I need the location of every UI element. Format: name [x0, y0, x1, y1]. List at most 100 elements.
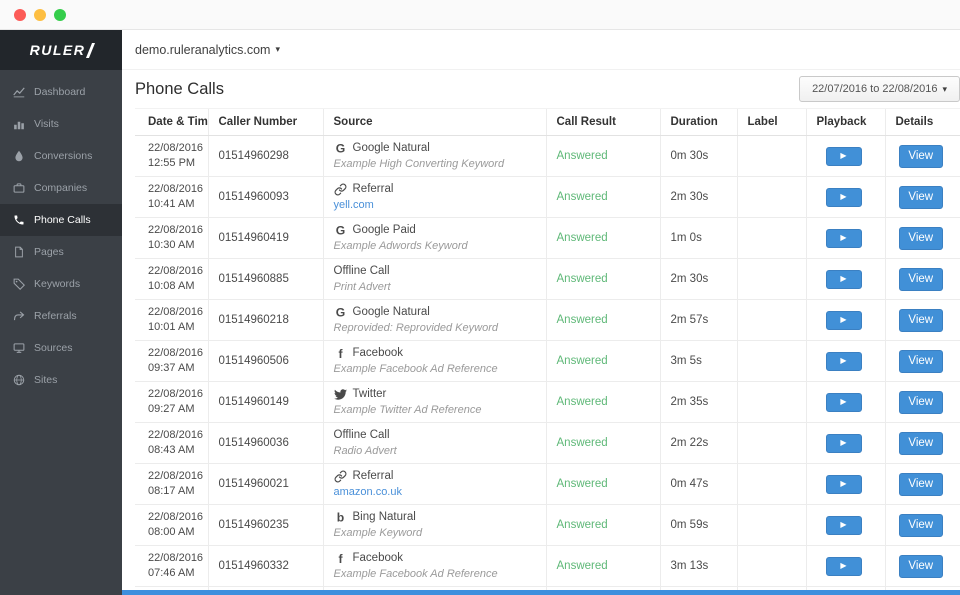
google-icon [334, 224, 347, 237]
date-range-picker[interactable]: 22/07/2016 to 22/08/2016 ▾ [799, 76, 960, 102]
call-date: 22/08/2016 [148, 387, 204, 402]
source-title: Bing Natural [334, 510, 542, 525]
play-button[interactable]: ▶ [826, 434, 862, 453]
play-button[interactable]: ▶ [826, 352, 862, 371]
sidebar-item-referrals[interactable]: Referrals [0, 300, 122, 332]
facebook-icon [334, 552, 347, 565]
source-cell: Referral amazon.co.uk [323, 464, 546, 505]
view-button[interactable]: View [899, 473, 943, 496]
play-button[interactable]: ▶ [826, 475, 862, 494]
caller-number-cell: 01514960149 [208, 382, 323, 423]
call-result-cell: Answered [546, 177, 660, 218]
source-name: Bing Natural [353, 510, 416, 525]
domain-selector[interactable]: demo.ruleranalytics.com ▾ [135, 43, 280, 57]
play-button[interactable]: ▶ [826, 229, 862, 248]
play-button[interactable]: ▶ [826, 270, 862, 289]
source-name: Google Paid [353, 223, 416, 238]
playback-cell: ▶ [806, 218, 885, 259]
call-result-cell: Answered [546, 423, 660, 464]
sidebar-item-companies[interactable]: Companies [0, 172, 122, 204]
source-name: Twitter [353, 387, 387, 402]
call-datetime-cell: 22/08/2016 10:41 AM [135, 177, 208, 218]
call-time: 09:37 AM [148, 361, 204, 376]
source-icon [334, 183, 347, 196]
duration-cell: 0m 30s [660, 136, 737, 177]
source-name: Referral [353, 182, 394, 197]
sidebar-item-sites[interactable]: Sites [0, 364, 122, 396]
source-icon [334, 224, 347, 237]
source-detail: Example Keyword [334, 527, 542, 540]
play-button[interactable]: ▶ [826, 147, 862, 166]
view-button[interactable]: View [899, 350, 943, 373]
close-button[interactable] [14, 9, 26, 21]
call-result-cell: Answered [546, 505, 660, 546]
source-title: Google Natural [334, 305, 542, 320]
source-detail-link[interactable]: yell.com [334, 199, 542, 212]
playback-cell: ▶ [806, 464, 885, 505]
view-button[interactable]: View [899, 555, 943, 578]
call-result-cell: Answered [546, 218, 660, 259]
view-button[interactable]: View [899, 432, 943, 455]
label-cell [737, 300, 806, 341]
column-header: Duration [660, 109, 737, 136]
sidebar-item-label: Sources [34, 342, 73, 354]
view-button[interactable]: View [899, 145, 943, 168]
view-button[interactable]: View [899, 268, 943, 291]
call-date: 22/08/2016 [148, 551, 204, 566]
call-time: 10:08 AM [148, 279, 204, 294]
playback-cell: ▶ [806, 546, 885, 587]
sidebar-item-phone-calls[interactable]: Phone Calls [0, 204, 122, 236]
table-row: 22/08/2016 08:17 AM 01514960021 Referral… [135, 464, 960, 505]
caret-down-icon: ▾ [942, 84, 947, 95]
call-date: 22/08/2016 [148, 510, 204, 525]
call-date: 22/08/2016 [148, 428, 204, 443]
sidebar-item-sources[interactable]: Sources [0, 332, 122, 364]
source-title: Offline Call [334, 264, 542, 279]
call-datetime-cell: 22/08/2016 09:27 AM [135, 382, 208, 423]
view-button[interactable]: View [899, 514, 943, 537]
zoom-button[interactable] [54, 9, 66, 21]
source-title: Facebook [334, 346, 542, 361]
view-button[interactable]: View [899, 309, 943, 332]
date-range-label: 22/07/2016 to 22/08/2016 [812, 83, 937, 95]
label-cell [737, 505, 806, 546]
call-time: 07:46 AM [148, 566, 204, 581]
conversions-icon [13, 150, 25, 162]
minimize-button[interactable] [34, 9, 46, 21]
duration-cell: 2m 30s [660, 259, 737, 300]
details-cell: View [885, 382, 960, 423]
account-topbar: demo.ruleranalytics.com ▾ [122, 30, 960, 70]
play-button[interactable]: ▶ [826, 393, 862, 412]
view-button[interactable]: View [899, 391, 943, 414]
play-button[interactable]: ▶ [826, 188, 862, 207]
sidebar-item-keywords[interactable]: Keywords [0, 268, 122, 300]
referral-icon [334, 470, 347, 483]
caller-number-cell: 01514960036 [208, 423, 323, 464]
source-detail-link[interactable]: amazon.co.uk [334, 486, 542, 499]
view-button[interactable]: View [899, 186, 943, 209]
play-icon: ▶ [840, 562, 846, 570]
column-header: Source [323, 109, 546, 136]
sidebar-item-visits[interactable]: Visits [0, 108, 122, 140]
details-cell: View [885, 464, 960, 505]
source-icon [334, 552, 347, 565]
sidebar-item-label: Visits [34, 118, 59, 130]
call-date: 22/08/2016 [148, 346, 204, 361]
label-cell [737, 546, 806, 587]
play-button[interactable]: ▶ [826, 516, 862, 535]
call-date: 22/08/2016 [148, 469, 204, 484]
phone-icon [13, 214, 25, 226]
calls-table-wrap: Date & TimeCaller NumberSourceCall Resul… [122, 108, 960, 595]
play-button[interactable]: ▶ [826, 311, 862, 330]
sidebar-item-label: Phone Calls [34, 214, 91, 226]
sidebar-item-pages[interactable]: Pages [0, 236, 122, 268]
view-button[interactable]: View [899, 227, 943, 250]
sidebar-item-dashboard[interactable]: Dashboard [0, 76, 122, 108]
label-cell [737, 218, 806, 259]
call-datetime-cell: 22/08/2016 08:43 AM [135, 423, 208, 464]
caller-number-cell: 01514960506 [208, 341, 323, 382]
bottom-accent-bar [122, 590, 960, 595]
sidebar-item-conversions[interactable]: Conversions [0, 140, 122, 172]
duration-cell: 3m 13s [660, 546, 737, 587]
play-button[interactable]: ▶ [826, 557, 862, 576]
